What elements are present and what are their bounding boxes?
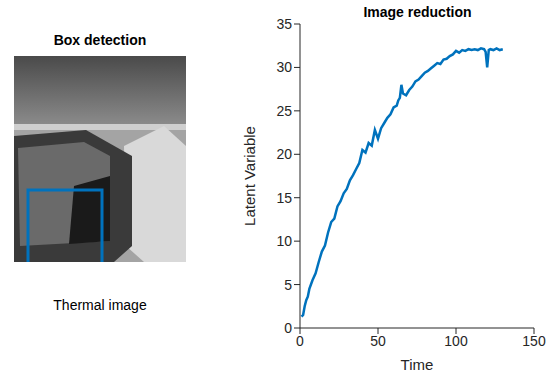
svg-text:150: 150 <box>522 333 546 349</box>
svg-text:50: 50 <box>370 333 386 349</box>
svg-text:5: 5 <box>284 277 292 293</box>
svg-text:35: 35 <box>276 16 292 32</box>
svg-text:100: 100 <box>444 333 468 349</box>
svg-text:0: 0 <box>284 320 292 336</box>
svg-text:Time: Time <box>401 356 434 373</box>
html-text:Box detection: Box detection <box>53 32 147 48</box>
svg-text:Latent Variable: Latent Variable <box>241 126 258 226</box>
svg-text:25: 25 <box>276 103 292 119</box>
html-text:Thermal image: Thermal image <box>53 297 147 313</box>
svg-text:15: 15 <box>276 190 292 206</box>
svg-text:10: 10 <box>276 233 292 249</box>
svg-text:30: 30 <box>276 59 292 75</box>
html-text:Image reduction: Image reduction <box>363 4 472 20</box>
svg-text:20: 20 <box>276 146 292 162</box>
svg-text:0: 0 <box>296 333 304 349</box>
